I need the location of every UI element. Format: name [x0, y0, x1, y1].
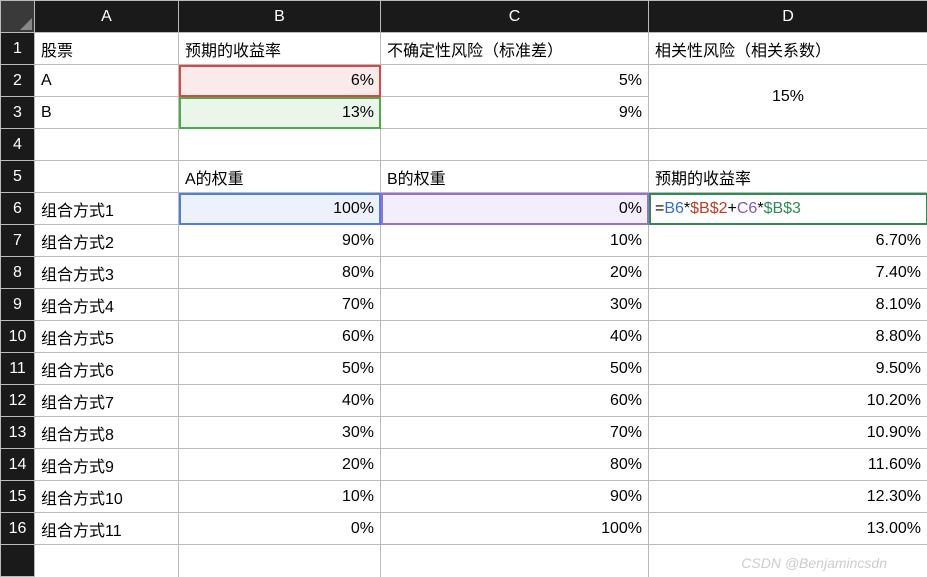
row-header-9[interactable]: 9	[1, 289, 35, 321]
cell-D17[interactable]	[649, 545, 927, 577]
cell-D15[interactable]: 12.30%	[649, 481, 927, 513]
row-header-8[interactable]: 8	[1, 257, 35, 289]
cell-B14[interactable]: 20%	[179, 449, 381, 481]
cell-B1[interactable]: 预期的收益率	[179, 33, 381, 65]
cell-A12[interactable]: 组合方式7	[35, 385, 179, 417]
cell-B4[interactable]	[179, 129, 381, 161]
cell-D6[interactable]: =B6*$B$2+C6*$B$3	[649, 193, 927, 225]
cell-C9[interactable]: 30%	[381, 289, 649, 321]
row-header-1[interactable]: 1	[1, 33, 35, 65]
cell-A3[interactable]: B	[35, 97, 179, 129]
col-header-A[interactable]: A	[35, 1, 179, 33]
cell-A8[interactable]: 组合方式3	[35, 257, 179, 289]
cell-B15[interactable]: 10%	[179, 481, 381, 513]
cell-B3[interactable]: 13%	[179, 97, 381, 129]
row-header-6[interactable]: 6	[1, 193, 35, 225]
cell-B7[interactable]: 90%	[179, 225, 381, 257]
cell-D5[interactable]: 预期的收益率	[649, 161, 927, 193]
cell-A5[interactable]	[35, 161, 179, 193]
spreadsheet-grid[interactable]: A B C D 1 股票 预期的收益率 不确定性风险（标准差） 相关性风险（相关…	[0, 0, 927, 577]
cell-C8[interactable]: 20%	[381, 257, 649, 289]
cell-A6[interactable]: 组合方式1	[35, 193, 179, 225]
cell-B13[interactable]: 30%	[179, 417, 381, 449]
cell-A1[interactable]: 股票	[35, 33, 179, 65]
cell-A13[interactable]: 组合方式8	[35, 417, 179, 449]
col-header-C[interactable]: C	[381, 1, 649, 33]
cell-D8[interactable]: 7.40%	[649, 257, 927, 289]
row-header-13[interactable]: 13	[1, 417, 35, 449]
cell-A17[interactable]	[35, 545, 179, 577]
cell-A9[interactable]: 组合方式4	[35, 289, 179, 321]
row-header-14[interactable]: 14	[1, 449, 35, 481]
cell-C6[interactable]: 0%	[381, 193, 649, 225]
row-header-3[interactable]: 3	[1, 97, 35, 129]
row-header-15[interactable]: 15	[1, 481, 35, 513]
row-header-5[interactable]: 5	[1, 161, 35, 193]
cell-A2[interactable]: A	[35, 65, 179, 97]
cell-D16[interactable]: 13.00%	[649, 513, 927, 545]
cell-C4[interactable]	[381, 129, 649, 161]
select-all-corner[interactable]	[1, 1, 35, 33]
cell-B5[interactable]: A的权重	[179, 161, 381, 193]
col-header-B[interactable]: B	[179, 1, 381, 33]
cell-D9[interactable]: 8.10%	[649, 289, 927, 321]
cell-C15[interactable]: 90%	[381, 481, 649, 513]
cell-C5[interactable]: B的权重	[381, 161, 649, 193]
cell-A14[interactable]: 组合方式9	[35, 449, 179, 481]
cell-C16[interactable]: 100%	[381, 513, 649, 545]
cell-C7[interactable]: 10%	[381, 225, 649, 257]
cell-D10[interactable]: 8.80%	[649, 321, 927, 353]
row-header-17[interactable]	[1, 545, 35, 577]
cell-D4[interactable]	[649, 129, 927, 161]
column-header-row: A B C D	[1, 1, 927, 33]
cell-C14[interactable]: 80%	[381, 449, 649, 481]
cell-C13[interactable]: 70%	[381, 417, 649, 449]
cell-B2[interactable]: 6%	[179, 65, 381, 97]
row-header-10[interactable]: 10	[1, 321, 35, 353]
cell-B8[interactable]: 80%	[179, 257, 381, 289]
cell-A4[interactable]	[35, 129, 179, 161]
cell-D1[interactable]: 相关性风险（相关系数）	[649, 33, 927, 65]
cell-D2-D3-merged[interactable]: 15%	[649, 65, 927, 129]
cell-B12[interactable]: 40%	[179, 385, 381, 417]
cell-D7[interactable]: 6.70%	[649, 225, 927, 257]
row-header-12[interactable]: 12	[1, 385, 35, 417]
cell-B11[interactable]: 50%	[179, 353, 381, 385]
cell-A11[interactable]: 组合方式6	[35, 353, 179, 385]
row-header-11[interactable]: 11	[1, 353, 35, 385]
cell-B9[interactable]: 70%	[179, 289, 381, 321]
cell-B10[interactable]: 60%	[179, 321, 381, 353]
cell-A15[interactable]: 组合方式10	[35, 481, 179, 513]
cell-C3[interactable]: 9%	[381, 97, 649, 129]
row-header-2[interactable]: 2	[1, 65, 35, 97]
cell-C1[interactable]: 不确定性风险（标准差）	[381, 33, 649, 65]
cell-D12[interactable]: 10.20%	[649, 385, 927, 417]
cell-A16[interactable]: 组合方式11	[35, 513, 179, 545]
cell-B17[interactable]	[179, 545, 381, 577]
cell-D13[interactable]: 10.90%	[649, 417, 927, 449]
cell-B16[interactable]: 0%	[179, 513, 381, 545]
cell-A10[interactable]: 组合方式5	[35, 321, 179, 353]
cell-B6[interactable]: 100%	[179, 193, 381, 225]
cell-A7[interactable]: 组合方式2	[35, 225, 179, 257]
cell-C12[interactable]: 60%	[381, 385, 649, 417]
cell-C10[interactable]: 40%	[381, 321, 649, 353]
cell-C11[interactable]: 50%	[381, 353, 649, 385]
cell-D11[interactable]: 9.50%	[649, 353, 927, 385]
row-header-16[interactable]: 16	[1, 513, 35, 545]
row-header-7[interactable]: 7	[1, 225, 35, 257]
row-header-4[interactable]: 4	[1, 129, 35, 161]
cell-C17[interactable]	[381, 545, 649, 577]
col-header-D[interactable]: D	[649, 1, 927, 33]
cell-C2[interactable]: 5%	[381, 65, 649, 97]
cell-D14[interactable]: 11.60%	[649, 449, 927, 481]
